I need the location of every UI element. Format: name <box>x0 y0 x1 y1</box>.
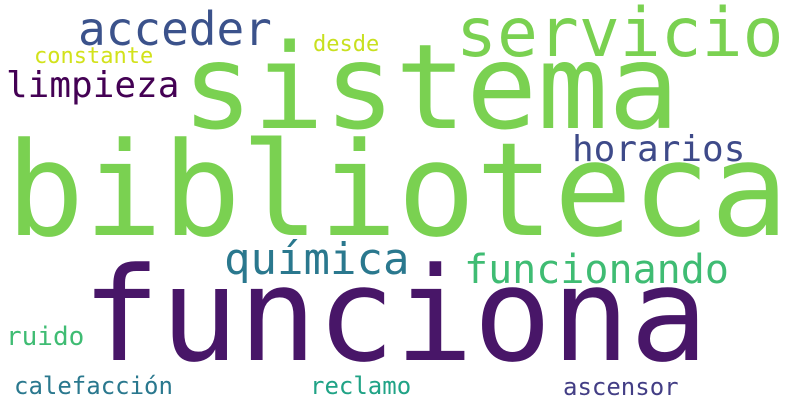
word-constante: constante <box>34 44 154 69</box>
word-servicio: servicio <box>456 0 784 73</box>
word-horarios: horarios <box>572 129 746 170</box>
word-funciona: funciona <box>82 239 709 391</box>
word-reclamo: reclamo <box>310 372 412 400</box>
word-ascensor: ascensor <box>563 373 679 400</box>
word-sistema: sistema <box>182 18 680 156</box>
word-funcionando: funcionando <box>464 247 729 293</box>
word-quimica: química <box>224 234 410 285</box>
word-ruido: ruido <box>6 322 85 352</box>
word-biblioteca: biblioteca <box>6 114 789 266</box>
word-acceder: acceder <box>78 2 272 56</box>
word-limpieza: limpieza <box>6 65 180 106</box>
word-calefaccion: calefacción <box>14 372 173 400</box>
word-desde: desde <box>313 32 380 57</box>
